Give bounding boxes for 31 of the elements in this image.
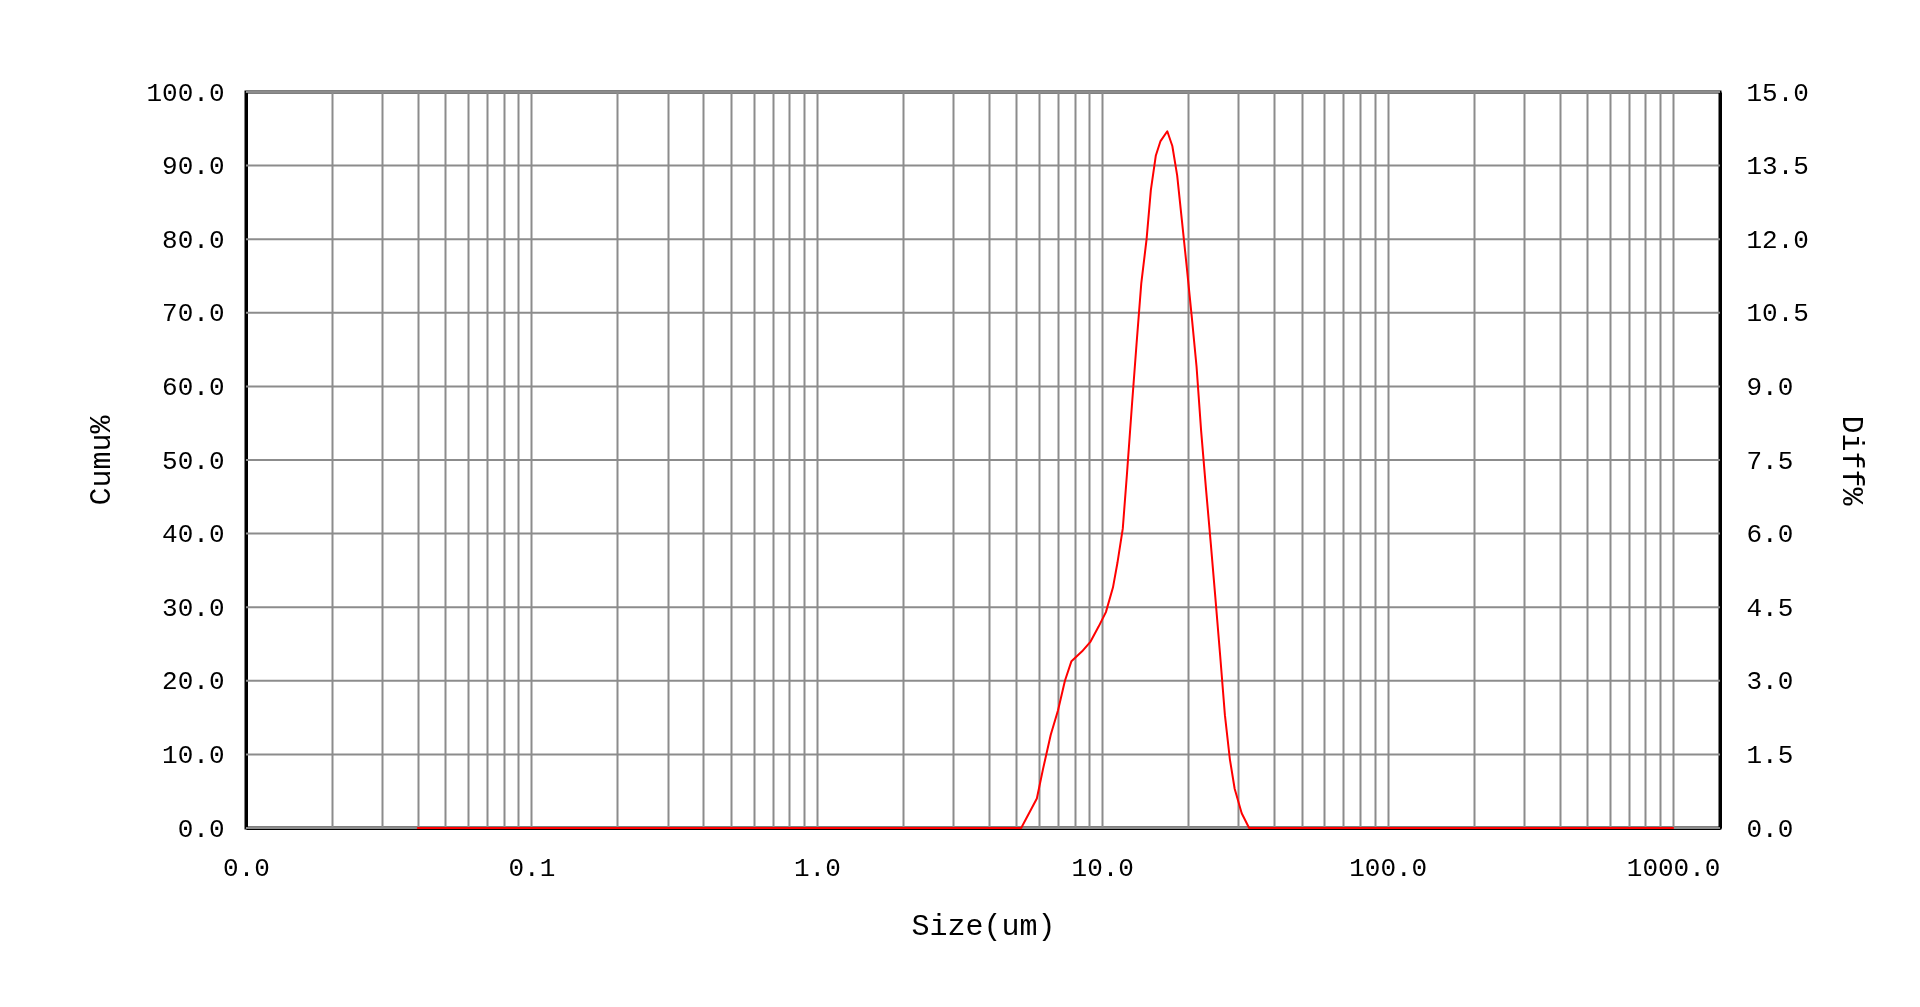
- x-tick-label: 0.1: [508, 853, 556, 884]
- y-tick-label: 70.0: [162, 299, 225, 330]
- y-tick-label: 80.0: [162, 225, 225, 256]
- x-axis-title: Size(um): [911, 909, 1056, 944]
- y-tick-label: 40.0: [162, 520, 225, 551]
- y2-tick-label: 13.5: [1746, 152, 1809, 183]
- x-tick-label: 100.0: [1349, 853, 1428, 884]
- y-axis-title: Cumu%: [85, 414, 120, 506]
- x-tick-label: 0.0: [223, 853, 270, 884]
- y2-tick-label: 3.0: [1746, 667, 1794, 698]
- y2-tick-label: 6.0: [1746, 520, 1794, 551]
- y2-tick-label: 7.5: [1746, 446, 1794, 477]
- y2-tick-label: 10.5: [1746, 299, 1809, 330]
- y-tick-label: 50.0: [162, 446, 225, 477]
- y-tick-label: 30.0: [162, 593, 225, 624]
- y-tick-label: 10.0: [162, 740, 225, 771]
- x-tick-label: 10.0: [1071, 853, 1134, 884]
- y-tick-label: 60.0: [162, 372, 225, 403]
- y2-axis-title: Diff%: [1833, 415, 1868, 507]
- y2-tick-label: 1.5: [1746, 740, 1794, 771]
- x-tick-label: 1.0: [793, 853, 841, 884]
- y-tick-label: 90.0: [162, 152, 225, 183]
- y-tick-label: 100.0: [146, 78, 225, 109]
- y-tick-label: 20.0: [162, 667, 225, 698]
- y2-tick-label: 15.0: [1746, 78, 1809, 109]
- y-tick-label: 0.0: [177, 814, 225, 845]
- y2-tick-label: 9.0: [1746, 372, 1794, 403]
- y2-tick-label: 4.5: [1746, 593, 1794, 624]
- y2-tick-label: 0.0: [1746, 814, 1794, 845]
- y2-tick-label: 12.0: [1746, 225, 1809, 256]
- x-tick-label: 1000.0: [1626, 853, 1721, 884]
